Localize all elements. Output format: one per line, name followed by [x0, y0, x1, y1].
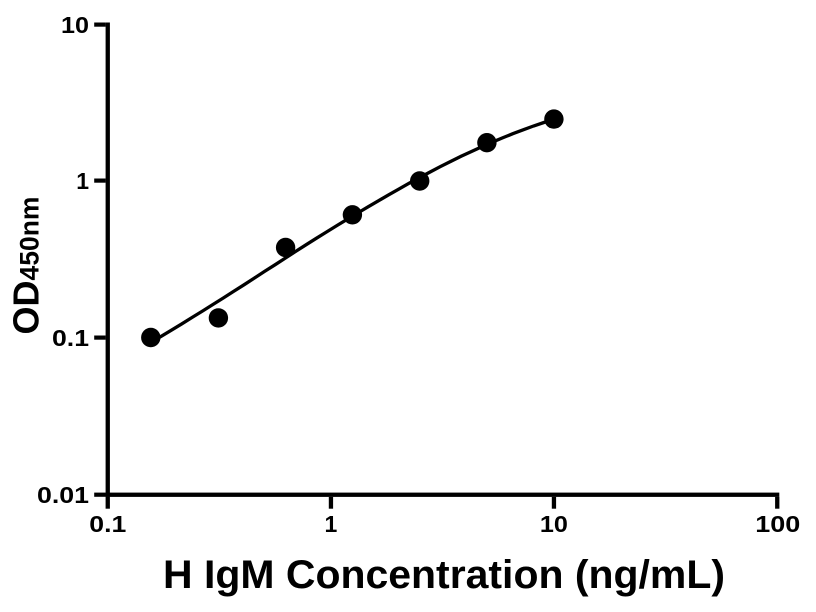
svg-text:0.01: 0.01 — [37, 482, 89, 508]
svg-text:1: 1 — [76, 168, 89, 194]
svg-text:10: 10 — [61, 12, 89, 38]
svg-text:1: 1 — [325, 511, 338, 537]
svg-text:H IgM Concentration (ng/mL): H IgM Concentration (ng/mL) — [163, 553, 725, 597]
svg-text:100: 100 — [755, 511, 800, 537]
svg-text:0.1: 0.1 — [52, 325, 89, 351]
svg-text:0.1: 0.1 — [89, 511, 126, 537]
svg-text:10: 10 — [540, 511, 568, 537]
